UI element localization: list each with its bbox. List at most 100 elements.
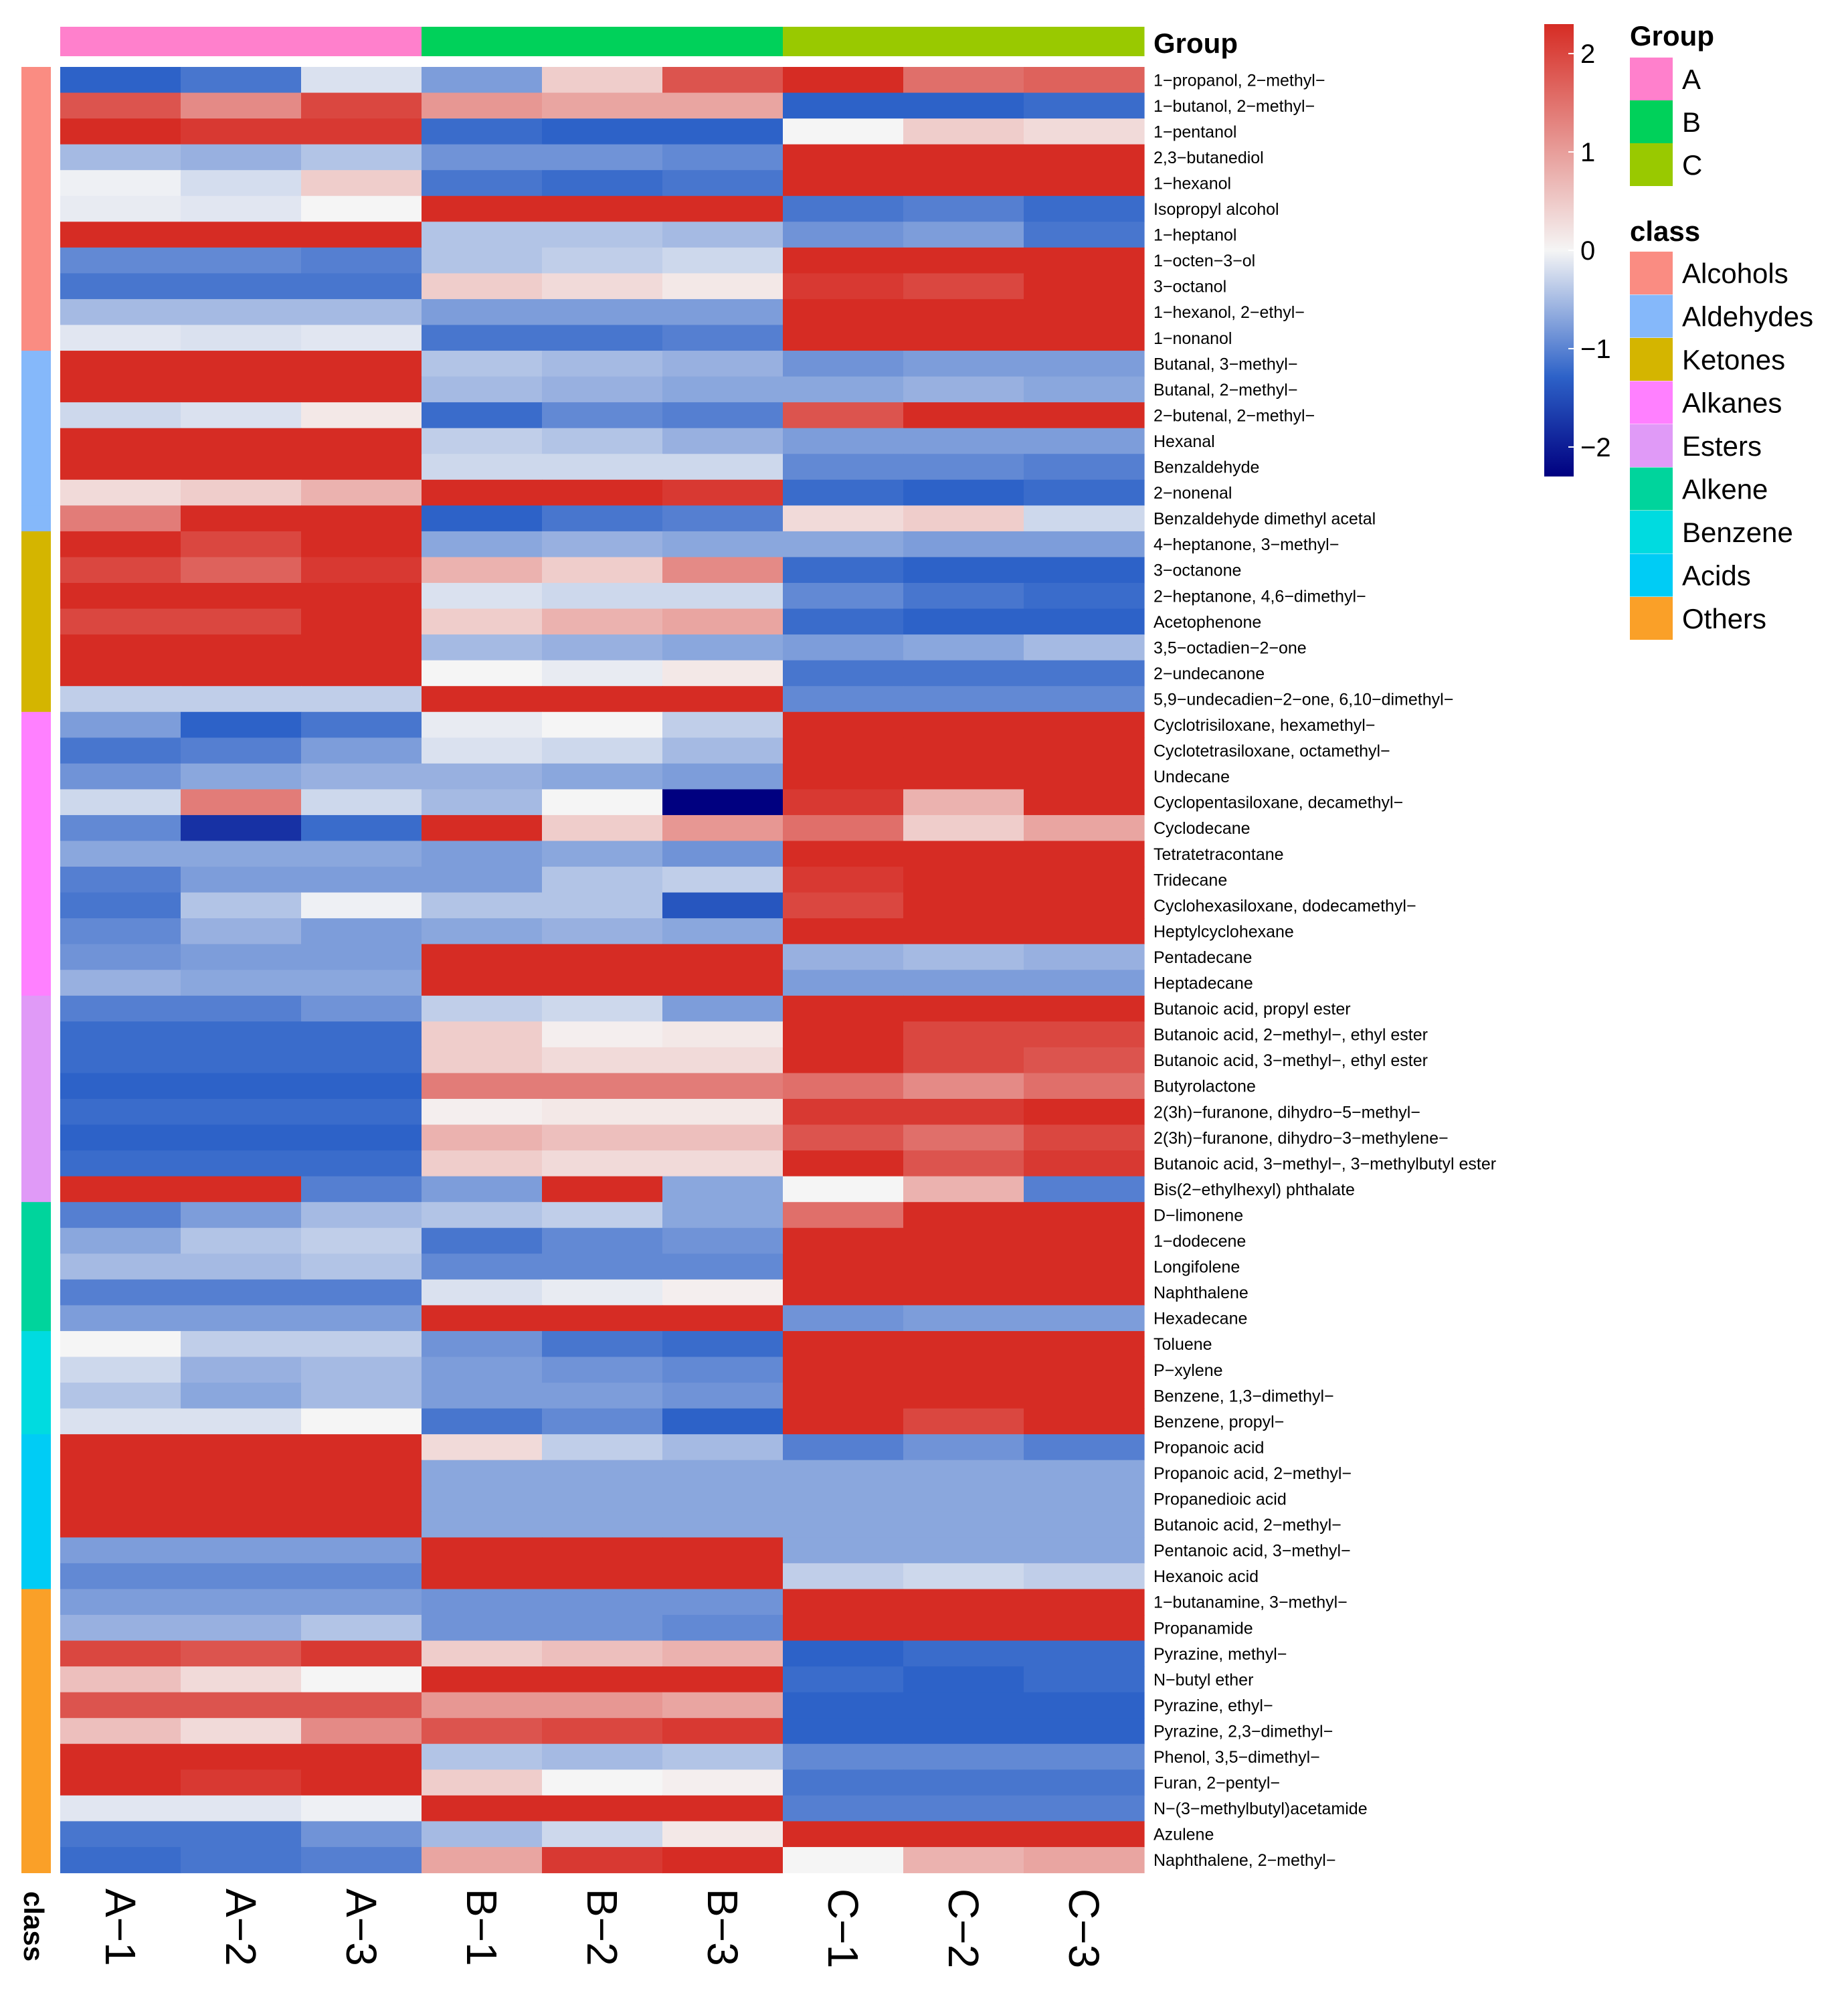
heatmap-cell: [422, 583, 543, 610]
heatmap-cell: [422, 1666, 543, 1693]
heatmap-cell: [60, 1615, 181, 1642]
group-legend-swatch: [1630, 100, 1673, 143]
heatmap-cell: [422, 351, 543, 377]
heatmap-cell: [181, 1537, 302, 1564]
class-annotation-cell: [21, 298, 51, 325]
heatmap-cell: [422, 1099, 543, 1126]
column-label: C−1: [819, 1889, 867, 1968]
row-label: Heptadecane: [1153, 974, 1253, 993]
class-annotation-cell: [21, 634, 51, 661]
heatmap-cell: [422, 1047, 543, 1074]
heatmap-cell: [662, 92, 783, 119]
heatmap-cell: [301, 918, 422, 945]
heatmap-cell: [181, 583, 302, 610]
heatmap-cell: [1024, 1357, 1145, 1383]
heatmap-cell: [662, 170, 783, 197]
heatmap-cell: [422, 1305, 543, 1332]
heatmap-cell: [1024, 1124, 1145, 1151]
heatmap-cell: [1024, 634, 1145, 661]
heatmap-cell: [422, 479, 543, 506]
heatmap-cell: [903, 1795, 1024, 1822]
heatmap-cell: [422, 841, 543, 867]
heatmap-cell: [662, 1718, 783, 1745]
heatmap-cell: [301, 1743, 422, 1770]
class-annotation-cell: [21, 1383, 51, 1409]
heatmap-cell: [542, 660, 663, 687]
class-annotation-cell: [21, 995, 51, 1022]
heatmap-cell: [542, 608, 663, 635]
heatmap-cell: [301, 1460, 422, 1486]
row-label: Cyclodecane: [1153, 819, 1251, 838]
heatmap-cell: [783, 1434, 904, 1461]
heatmap-cell: [301, 1279, 422, 1306]
heatmap-cell: [301, 428, 422, 454]
heatmap-cell: [301, 608, 422, 635]
heatmap-cell: [903, 1330, 1024, 1358]
heatmap-cell: [301, 1124, 422, 1151]
heatmap-cell: [181, 1486, 302, 1512]
heatmap-cell: [542, 1563, 663, 1590]
heatmap-cell: [422, 1408, 543, 1435]
heatmap-cell: [542, 531, 663, 558]
row-label: Bis(2−ethylhexyl) phthalate: [1153, 1181, 1355, 1199]
heatmap-cell: [662, 325, 783, 351]
heatmap-cell: [422, 1073, 543, 1100]
class-legend-swatch: [1630, 381, 1673, 424]
class-annotation-cell: [21, 1615, 51, 1642]
heatmap-cell: [542, 1047, 663, 1074]
heatmap-cell: [1024, 505, 1145, 532]
heatmap-cell: [181, 351, 302, 377]
row-label: Naphthalene: [1153, 1284, 1249, 1302]
row-label: 1−hexanol, 2−ethyl−: [1153, 303, 1305, 322]
heatmap-cell: [542, 1227, 663, 1254]
row-label: 2(3h)−furanone, dihydro−5−methyl−: [1153, 1103, 1420, 1122]
heatmap-cell: [181, 1460, 302, 1486]
row-label: Propanoic acid: [1153, 1438, 1264, 1457]
heatmap-cell: [60, 170, 181, 197]
row-label: Pyrazine, 2,3−dimethyl−: [1153, 1722, 1333, 1741]
heatmap-cell: [662, 1511, 783, 1538]
heatmap-cell: [422, 737, 543, 764]
row-label: 3,5−octadien−2−one: [1153, 638, 1307, 657]
heatmap-cell: [1024, 1460, 1145, 1486]
heatmap-cell: [181, 1692, 302, 1719]
heatmap-cell: [662, 1279, 783, 1306]
heatmap-cell: [903, 1021, 1024, 1048]
heatmap-cell: [662, 1357, 783, 1383]
heatmap-cell: [783, 944, 904, 970]
row-label: Cyclohexasiloxane, dodecamethyl−: [1153, 897, 1416, 916]
heatmap-cell: [1024, 325, 1145, 351]
heatmap-cell: [1024, 1666, 1145, 1693]
heatmap-cell: [783, 1460, 904, 1486]
heatmap-cell: [60, 686, 181, 713]
heatmap-cell: [60, 867, 181, 893]
color-scale-legend: 2 1 0 −1 −2: [1544, 24, 1611, 476]
heatmap-cell: [301, 67, 422, 94]
heatmap-cell: [181, 1846, 302, 1874]
group-annotation-cell: [60, 27, 181, 56]
class-annotation-cell: [21, 402, 51, 429]
heatmap-cell: [903, 1589, 1024, 1616]
class-annotation-cell: [21, 1330, 51, 1357]
heatmap-cell: [783, 892, 904, 919]
heatmap-cell: [301, 1021, 422, 1048]
heatmap-cell: [1024, 970, 1145, 996]
heatmap-cell: [1024, 1563, 1145, 1590]
class-legend-label: Others: [1682, 603, 1766, 634]
group-legend-swatch: [1630, 58, 1673, 100]
heatmap-cell: [301, 944, 422, 970]
heatmap-cell: [903, 195, 1024, 222]
heatmap-cell: [181, 892, 302, 919]
heatmap-cell: [1024, 1021, 1145, 1048]
heatmap-cell: [60, 325, 181, 351]
heatmap-cell: [783, 867, 904, 893]
class-annotation-cell: [21, 1408, 51, 1435]
heatmap-cell: [783, 1047, 904, 1074]
heatmap-cell: [422, 1511, 543, 1538]
heatmap-cell: [422, 1795, 543, 1822]
heatmap-cell: [542, 222, 663, 248]
class-legend: class Alcohols Aldehydes Ketones Alkanes Est…: [1630, 215, 1813, 640]
heatmap-cell: [181, 454, 302, 481]
heatmap-cell: [783, 1563, 904, 1590]
heatmap-cell: [181, 479, 302, 506]
